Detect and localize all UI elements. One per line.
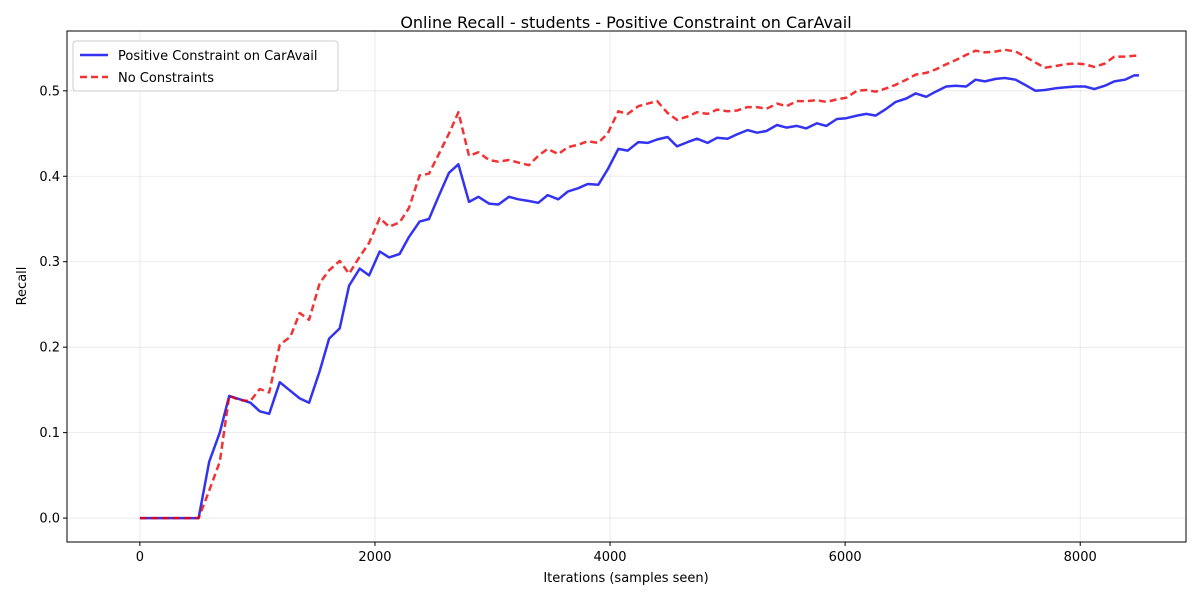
x-axis-label: Iterations (samples seen): [543, 571, 708, 586]
series-line-no-constraints: [139, 48, 1139, 520]
y-tick-label: 0.1: [39, 426, 60, 441]
legend: Positive Constraint on CarAvail No Const…: [72, 40, 339, 92]
x-tick-label: 6000: [829, 550, 862, 565]
y-axis-label: Recall: [15, 267, 30, 306]
x-tick-label: 0: [136, 550, 144, 565]
y-tick-label: 0.3: [39, 255, 60, 270]
y-tick-label: 0.0: [39, 512, 60, 527]
y-tick-label: 0.4: [39, 170, 60, 185]
chart-title: Online Recall - students - Positive Cons…: [400, 13, 851, 32]
y-tick-label: 0.5: [39, 84, 60, 99]
y-tick-label: 0.2: [39, 341, 60, 356]
plot-frame: [66, 30, 1187, 543]
x-tick-label: 2000: [358, 550, 391, 565]
legend-label-positive-constraint: Positive Constraint on CarAvail: [118, 49, 318, 64]
series-lines: [139, 48, 1139, 520]
grid: [67, 31, 1186, 542]
legend-box: [72, 40, 339, 92]
axis-ticks: 0 2000 4000 6000 8000 0.0 0.1 0.2 0.3 0.4 0.5: [39, 84, 1096, 565]
series-line-positive-constraint: [139, 74, 1139, 520]
x-tick-label: 4000: [593, 550, 626, 565]
legend-label-no-constraints: No Constraints: [118, 71, 214, 86]
x-tick-label: 8000: [1064, 550, 1097, 565]
